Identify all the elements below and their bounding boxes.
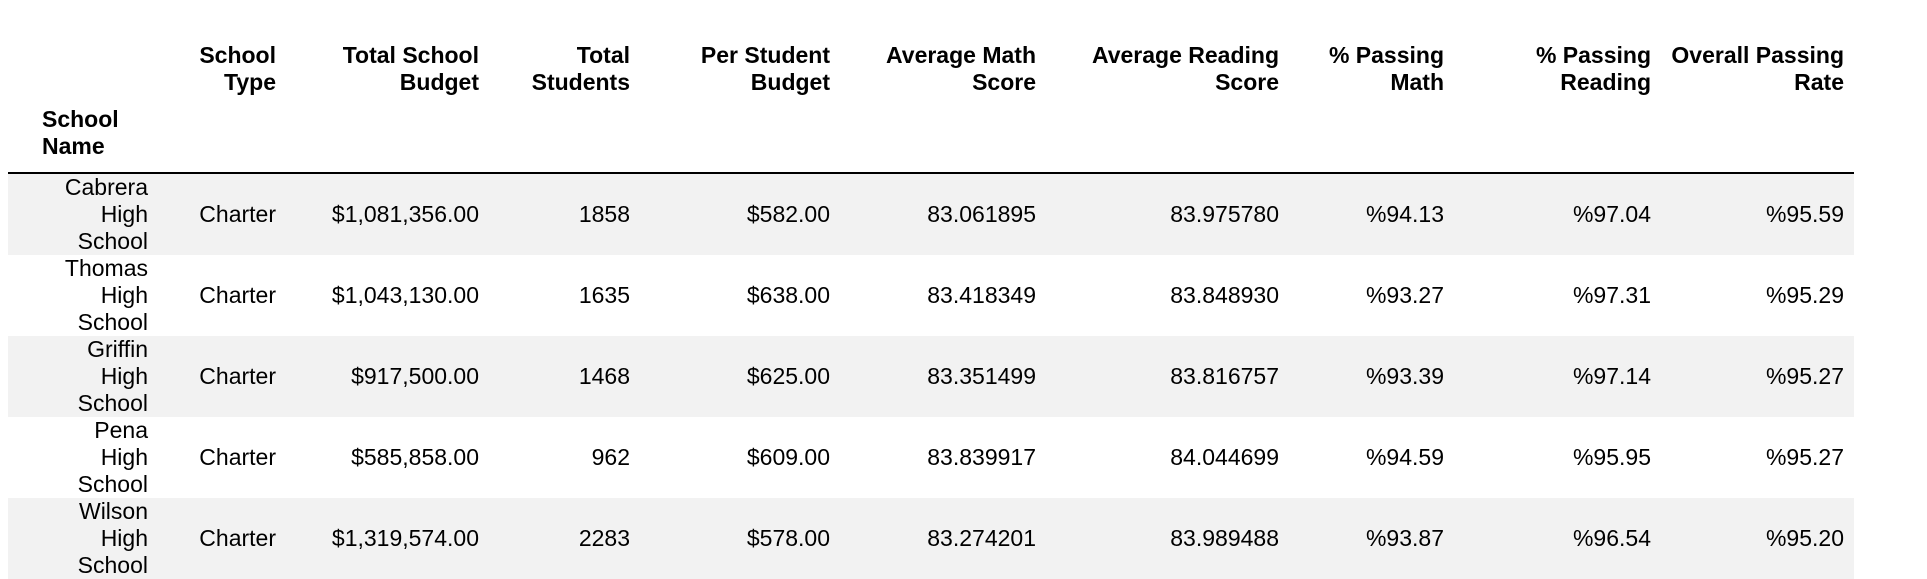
cell-passing-math: %93.27	[1365, 282, 1444, 308]
cell-total-students: 962	[591, 444, 630, 470]
row-school-name: Cabrera High School	[64, 174, 148, 254]
cell-average-reading-score: 83.816757	[1170, 363, 1279, 389]
cell-total-school-budget: $1,081,356.00	[331, 201, 479, 227]
cell-average-math-score: 83.274201	[927, 525, 1036, 551]
cell-overall-passing-rate: %95.29	[1765, 282, 1844, 308]
cell-passing-math: %93.87	[1365, 525, 1444, 551]
cell-overall-passing-rate: %95.20	[1765, 525, 1844, 551]
row-school-name: Thomas High School	[64, 255, 148, 335]
index-header-row: School Name	[8, 106, 1854, 173]
cell-total-students: 1468	[578, 363, 630, 389]
cell-school-type: Charter	[199, 201, 276, 227]
cell-per-student-budget: $609.00	[746, 444, 830, 470]
table-header: School Type Total School Budget Total St…	[8, 14, 1854, 173]
cell-passing-reading: %96.54	[1572, 525, 1651, 551]
column-header-total-students: Total Students	[531, 42, 630, 95]
cell-average-math-score: 83.418349	[927, 282, 1036, 308]
cell-school-type: Charter	[199, 444, 276, 470]
index-header-empty	[489, 106, 640, 173]
table-row: Wilson High School Charter $1,319,574.00…	[8, 498, 1854, 579]
column-header-average-math-score: Average Math Score	[886, 42, 1036, 95]
table-row: Cabrera High School Charter $1,081,356.0…	[8, 173, 1854, 255]
cell-per-student-budget: $578.00	[746, 525, 830, 551]
row-school-name: Griffin High School	[77, 336, 148, 416]
index-header-empty	[286, 106, 489, 173]
cell-per-student-budget: $582.00	[746, 201, 830, 227]
index-header-empty	[840, 106, 1046, 173]
row-school-name: Pena High School	[77, 417, 148, 497]
column-header-per-student-budget: Per Student Budget	[700, 42, 830, 95]
column-header-passing-math: % Passing Math	[1328, 42, 1444, 95]
table-row: Thomas High School Charter $1,043,130.00…	[8, 255, 1854, 336]
cell-average-math-score: 83.351499	[927, 363, 1036, 389]
cell-overall-passing-rate: %95.27	[1765, 363, 1844, 389]
cell-passing-reading: %95.95	[1572, 444, 1651, 470]
cell-overall-passing-rate: %95.59	[1765, 201, 1844, 227]
cell-total-students: 1635	[578, 282, 630, 308]
cell-total-school-budget: $917,500.00	[351, 363, 479, 389]
cell-school-type: Charter	[199, 282, 276, 308]
cell-school-type: Charter	[199, 363, 276, 389]
cell-average-math-score: 83.839917	[927, 444, 1036, 470]
cell-passing-math: %94.59	[1365, 444, 1444, 470]
cell-total-school-budget: $585,858.00	[351, 444, 479, 470]
cell-per-student-budget: $625.00	[746, 363, 830, 389]
dataframe-output: School Type Total School Budget Total St…	[8, 42, 1854, 579]
cell-average-reading-score: 83.989488	[1170, 525, 1279, 551]
column-header-overall-passing-rate: Overall Passing Rate	[1671, 42, 1844, 95]
index-header-empty	[178, 106, 286, 173]
index-header-empty	[1454, 106, 1661, 173]
column-header-school-type: School Type	[199, 42, 276, 95]
table-row: Griffin High School Charter $917,500.00 …	[8, 336, 1854, 417]
cell-average-reading-score: 84.044699	[1170, 444, 1279, 470]
cell-total-school-budget: $1,043,130.00	[331, 282, 479, 308]
cell-passing-reading: %97.14	[1572, 363, 1651, 389]
school-summary-table: School Type Total School Budget Total St…	[8, 14, 1854, 579]
cell-passing-math: %93.39	[1365, 363, 1444, 389]
column-header-average-reading-score: Average Reading Score	[1091, 42, 1279, 95]
cell-school-type: Charter	[199, 525, 276, 551]
index-header-empty	[1046, 106, 1289, 173]
cell-passing-math: %94.13	[1365, 201, 1444, 227]
cell-total-school-budget: $1,319,574.00	[331, 525, 479, 551]
row-school-name: Wilson High School	[77, 498, 148, 578]
index-header-spacer	[8, 14, 178, 106]
table-row: Pena High School Charter $585,858.00 962…	[8, 417, 1854, 498]
cell-overall-passing-rate: %95.27	[1765, 444, 1844, 470]
index-header-school-name: School Name	[42, 106, 119, 159]
index-header-empty	[1661, 106, 1854, 173]
cell-average-reading-score: 83.848930	[1170, 282, 1279, 308]
table-body: Cabrera High School Charter $1,081,356.0…	[8, 173, 1854, 579]
column-header-row: School Type Total School Budget Total St…	[8, 14, 1854, 106]
cell-total-students: 2283	[578, 525, 630, 551]
cell-passing-reading: %97.04	[1572, 201, 1651, 227]
column-header-total-school-budget: Total School Budget	[342, 42, 479, 95]
index-header-empty	[640, 106, 840, 173]
cell-average-reading-score: 83.975780	[1170, 201, 1279, 227]
cell-total-students: 1858	[578, 201, 630, 227]
cell-passing-reading: %97.31	[1572, 282, 1651, 308]
index-header-empty	[1289, 106, 1454, 173]
column-header-passing-reading: % Passing Reading	[1535, 42, 1651, 95]
cell-per-student-budget: $638.00	[746, 282, 830, 308]
cell-average-math-score: 83.061895	[927, 201, 1036, 227]
